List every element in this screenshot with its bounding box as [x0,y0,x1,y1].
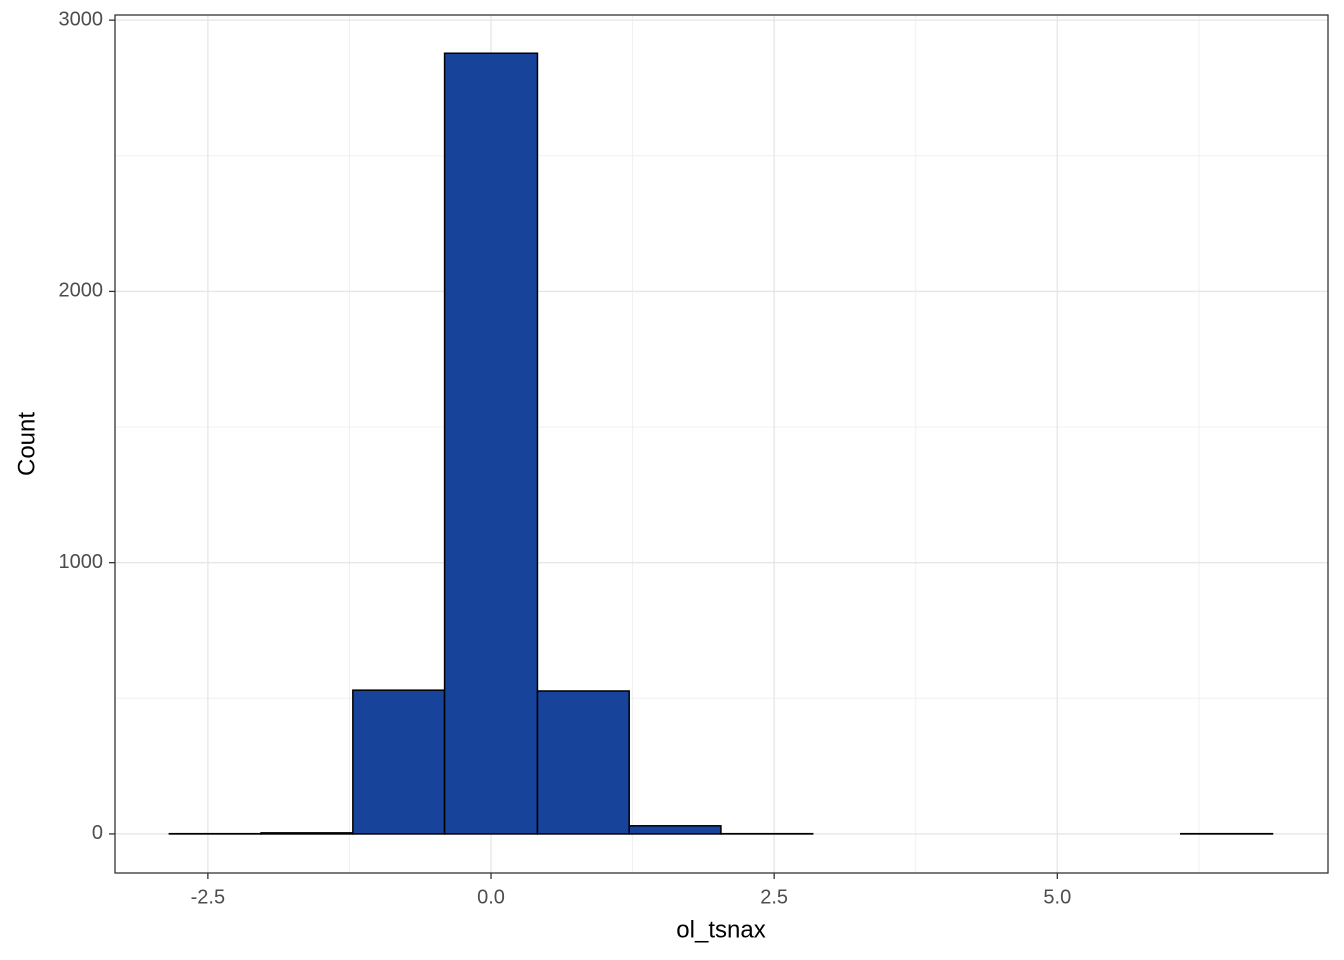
bar [628,825,722,835]
bars [168,52,1274,835]
bar [352,689,446,835]
bar [260,832,354,835]
y-tick-label: 3000 [59,8,104,30]
panel-border [114,14,1329,874]
y-tick-label: 1000 [59,551,104,573]
bar [443,52,539,835]
bar [536,690,630,835]
y-tick-label: 2000 [59,280,104,302]
x-tick-label: 2.5 [760,886,788,908]
x-tick-label: 0.0 [477,886,505,908]
y-tick-label: 0 [92,822,103,844]
x-axis-title: ol_tsnax [676,916,765,943]
x-tick-label: 5.0 [1043,886,1071,908]
y-axis-title: Count [13,412,40,476]
x-tick-label: -2.5 [191,886,225,908]
